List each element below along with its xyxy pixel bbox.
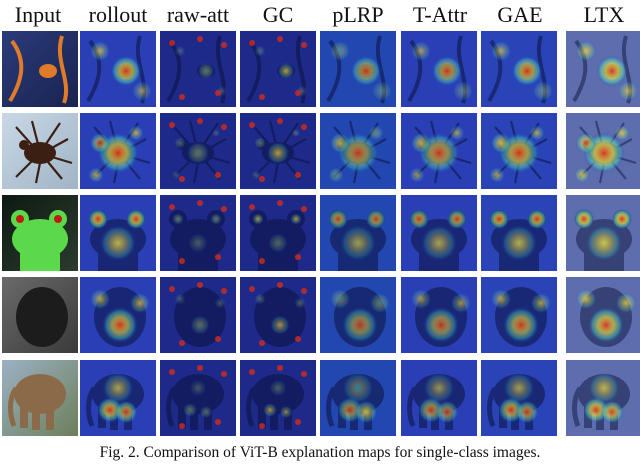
heatmap-gorilla-7 bbox=[566, 277, 640, 353]
column-header-7: LTX bbox=[583, 2, 625, 27]
heatmap-elephant-3 bbox=[240, 360, 316, 436]
heatmap-frog-6 bbox=[481, 195, 557, 271]
heatmap-frog-5 bbox=[401, 195, 477, 271]
heatmap-elephant-4 bbox=[320, 360, 396, 436]
heatmap-tick-3 bbox=[240, 113, 316, 189]
heatmap-fish-2 bbox=[160, 31, 236, 107]
heatmap-gorilla-5 bbox=[401, 277, 477, 353]
input-image-fish-input bbox=[2, 31, 78, 107]
heatmap-tick-5 bbox=[401, 113, 477, 189]
heatmap-fish-3 bbox=[240, 31, 316, 107]
heatmap-fish-7 bbox=[566, 31, 640, 107]
heatmap-elephant-7 bbox=[566, 360, 640, 436]
heatmap-frog-1 bbox=[80, 195, 156, 271]
column-header-5: T-Attr bbox=[412, 2, 468, 27]
heatmap-gorilla-1 bbox=[80, 277, 156, 353]
heatmap-gorilla-3 bbox=[240, 277, 316, 353]
heatmap-frog-2 bbox=[160, 195, 236, 271]
heatmap-tick-6 bbox=[481, 113, 557, 189]
heatmap-tick-2 bbox=[160, 113, 236, 189]
figure-caption: Fig. 2. Comparison of ViT-B explanation … bbox=[99, 444, 541, 461]
heatmap-gorilla-4 bbox=[320, 277, 396, 353]
column-header-3: GC bbox=[262, 2, 294, 27]
column-header-2: raw-att bbox=[166, 2, 230, 27]
heatmap-gorilla-2 bbox=[160, 277, 236, 353]
input-image-frog-input bbox=[2, 195, 78, 271]
input-image-elephant-input bbox=[2, 360, 78, 436]
heatmap-elephant-5 bbox=[401, 360, 477, 436]
input-image-tick-input bbox=[2, 113, 78, 189]
input-image-gorilla-input bbox=[2, 277, 78, 353]
heatmap-fish-6 bbox=[481, 31, 557, 107]
heatmap-elephant-1 bbox=[80, 360, 156, 436]
heatmap-tick-7 bbox=[566, 113, 640, 189]
column-header-0: Input bbox=[14, 2, 62, 27]
heatmap-fish-5 bbox=[401, 31, 477, 107]
heatmap-frog-7 bbox=[566, 195, 640, 271]
heatmap-frog-4 bbox=[320, 195, 396, 271]
heatmap-elephant-2 bbox=[160, 360, 236, 436]
heatmap-gorilla-6 bbox=[481, 277, 557, 353]
heatmap-frog-3 bbox=[240, 195, 316, 271]
column-header-6: GAE bbox=[497, 2, 543, 27]
column-header-1: rollout bbox=[88, 2, 148, 27]
column-header-4: pLRP bbox=[332, 2, 384, 27]
heatmap-elephant-6 bbox=[481, 360, 557, 436]
heatmap-tick-4 bbox=[320, 113, 396, 189]
heatmap-tick-1 bbox=[80, 113, 156, 189]
heatmap-fish-1 bbox=[80, 31, 156, 107]
heatmap-fish-4 bbox=[320, 31, 396, 107]
